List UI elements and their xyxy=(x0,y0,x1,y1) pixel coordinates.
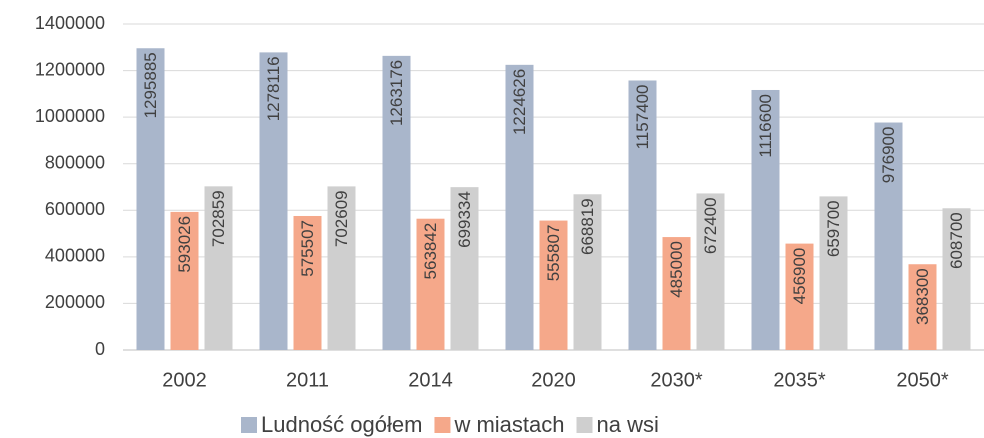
legend-swatch xyxy=(576,417,593,433)
legend-swatch xyxy=(434,417,451,433)
y-tick-label: 1000000 xyxy=(35,106,105,126)
data-label: 485000 xyxy=(667,241,686,298)
legend-label: w miastach xyxy=(453,412,564,437)
bar xyxy=(204,186,233,350)
bar xyxy=(819,196,848,350)
data-label: 608700 xyxy=(947,212,966,269)
data-label: 456900 xyxy=(790,248,809,305)
bar xyxy=(382,55,411,351)
x-tick-label: 2035* xyxy=(773,369,825,391)
data-label: 575507 xyxy=(298,220,317,277)
data-label: 593026 xyxy=(175,216,194,273)
y-tick-label: 200000 xyxy=(45,292,105,312)
y-tick-label: 1200000 xyxy=(35,59,105,79)
bar xyxy=(874,122,903,351)
bar xyxy=(908,264,937,350)
legend-swatch xyxy=(241,417,257,433)
bar xyxy=(136,48,165,350)
y-tick-label: 600000 xyxy=(45,199,105,219)
data-label: 563842 xyxy=(421,223,440,280)
data-label: 672400 xyxy=(701,197,720,254)
legend-label: Ludność ogółem xyxy=(261,412,422,437)
data-label: 976900 xyxy=(879,127,898,184)
bar xyxy=(573,194,602,350)
bar xyxy=(628,80,657,350)
bar xyxy=(505,64,534,350)
data-label: 702859 xyxy=(209,190,228,247)
x-tick-label: 2050* xyxy=(896,369,948,391)
data-label: 1116600 xyxy=(756,94,775,158)
x-tick-label: 2014 xyxy=(408,369,453,391)
y-tick-label: 0 xyxy=(95,339,105,359)
x-tick-label: 2030* xyxy=(650,369,702,391)
y-tick-label: 400000 xyxy=(45,246,105,266)
data-label: 699334 xyxy=(455,191,474,248)
x-tick-label: 2011 xyxy=(286,369,329,391)
data-label: 368300 xyxy=(913,268,932,325)
y-tick-label: 1400000 xyxy=(35,13,105,33)
bar xyxy=(259,52,288,350)
data-label: 702609 xyxy=(332,190,351,247)
data-label: 1278116 xyxy=(264,56,283,121)
legend-label: na wsi xyxy=(597,412,659,437)
bar xyxy=(751,89,780,351)
bar xyxy=(696,193,725,350)
data-label: 659700 xyxy=(824,200,843,257)
bar xyxy=(539,220,568,350)
bar xyxy=(785,243,814,350)
y-tick-label: 800000 xyxy=(45,152,105,172)
data-label: 555807 xyxy=(544,225,563,282)
data-label: 1157400 xyxy=(633,84,652,149)
bar xyxy=(293,215,322,350)
bar xyxy=(327,186,356,350)
data-label: 1263176 xyxy=(387,60,406,126)
bar xyxy=(662,237,691,350)
data-label: 1295885 xyxy=(141,52,160,118)
bar xyxy=(416,218,445,350)
data-label: 1224626 xyxy=(510,69,529,135)
bar xyxy=(450,187,479,350)
bar xyxy=(942,208,971,350)
bar xyxy=(170,211,199,350)
x-tick-label: 2020 xyxy=(531,369,576,391)
x-tick-label: 2002 xyxy=(162,369,207,391)
data-label: 668819 xyxy=(578,198,597,255)
